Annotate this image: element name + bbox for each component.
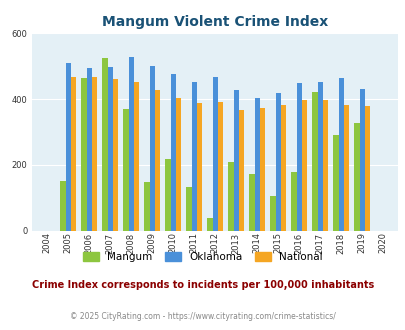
Bar: [280, 105, 286, 231]
Bar: [196, 103, 202, 231]
Bar: [275, 93, 280, 231]
Bar: [311, 92, 317, 231]
Bar: [249, 174, 254, 231]
Bar: [134, 82, 139, 231]
Legend: Mangum, Oklahoma, National: Mangum, Oklahoma, National: [79, 248, 326, 266]
Bar: [186, 187, 191, 231]
Bar: [359, 89, 364, 231]
Bar: [65, 63, 70, 231]
Bar: [343, 105, 348, 231]
Bar: [144, 182, 149, 231]
Title: Mangum Violent Crime Index: Mangum Violent Crime Index: [102, 15, 328, 29]
Bar: [212, 77, 217, 231]
Bar: [228, 162, 233, 231]
Bar: [270, 196, 275, 231]
Bar: [296, 83, 301, 231]
Bar: [113, 79, 118, 231]
Bar: [165, 159, 170, 231]
Bar: [333, 135, 338, 231]
Bar: [154, 90, 160, 231]
Bar: [149, 66, 154, 231]
Bar: [191, 82, 196, 231]
Bar: [102, 58, 107, 231]
Bar: [107, 67, 113, 231]
Text: Crime Index corresponds to incidents per 100,000 inhabitants: Crime Index corresponds to incidents per…: [32, 280, 373, 290]
Bar: [217, 102, 222, 231]
Bar: [207, 218, 212, 231]
Bar: [60, 181, 65, 231]
Bar: [254, 98, 259, 231]
Bar: [238, 110, 243, 231]
Bar: [70, 77, 76, 231]
Bar: [175, 98, 181, 231]
Bar: [301, 100, 306, 231]
Bar: [86, 68, 92, 231]
Bar: [259, 108, 264, 231]
Bar: [338, 78, 343, 231]
Bar: [128, 57, 134, 231]
Bar: [92, 77, 97, 231]
Bar: [291, 172, 296, 231]
Bar: [81, 78, 86, 231]
Bar: [123, 109, 128, 231]
Bar: [354, 123, 359, 231]
Bar: [317, 82, 322, 231]
Text: © 2025 CityRating.com - https://www.cityrating.com/crime-statistics/: © 2025 CityRating.com - https://www.city…: [70, 312, 335, 321]
Bar: [364, 106, 369, 231]
Bar: [322, 100, 327, 231]
Bar: [170, 74, 175, 231]
Bar: [233, 90, 238, 231]
